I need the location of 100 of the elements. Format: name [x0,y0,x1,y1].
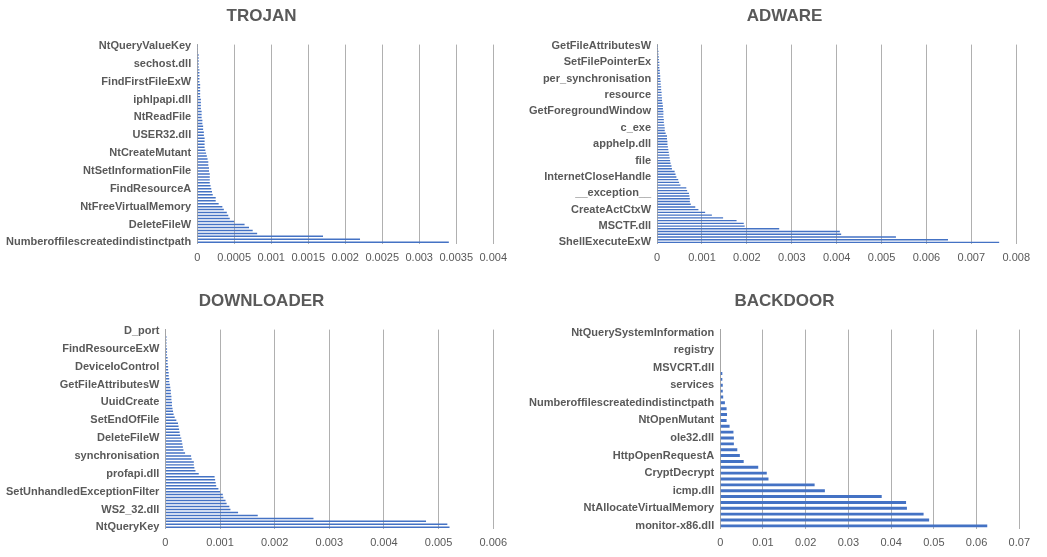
x-tick-label: 0.001 [688,251,716,264]
y-tick-label: NtCreateMutant [109,146,192,159]
x-tick-label: 0.01 [752,536,774,549]
y-tick-label: NtQueryValueKey [98,39,193,52]
x-tick-label: 0.06 [965,536,988,549]
x-tick-label: 0.07 [1008,536,1031,549]
bar [720,383,723,387]
y-tick-label: monitor-x86.dll [635,518,715,531]
y-tick-label: GetFileAttributesW [551,39,652,51]
x-tick-label: 0.001 [257,251,285,264]
y-tick-label: DeviceIoControl [75,359,160,372]
y-tick-label: NtSetInformationFile [83,163,192,176]
bar [720,465,759,469]
x-tick-label: 0.0035 [439,251,474,264]
bar [720,454,740,458]
y-tick-label: USER32.dll [132,128,192,141]
x-tick-label: 0.007 [957,251,986,264]
bar [720,413,728,417]
x-tick-label: 0.0015 [291,251,326,264]
bar [720,401,725,405]
y-tick-label: HttpOpenRequestA [612,448,715,461]
bar [720,389,723,393]
y-tick-label: __exception__ [574,186,652,199]
x-tick-label: 0 [194,251,201,264]
y-tick-label: DeleteFileW [128,217,192,230]
y-tick-label: services [670,378,715,391]
y-tick-label: SetFilePointerEx [563,55,652,68]
bar [720,418,727,422]
chart-title: TROJAN [225,6,298,26]
y-tick-label: GetForegroundWindow [529,104,652,117]
x-tick-label: 0.003 [315,536,344,549]
y-tick-label: iphlpapi.dll [133,92,192,105]
bar [720,483,815,487]
x-tick-label: 0.003 [778,251,806,264]
y-tick-label: NtAllocateVirtualMemory [583,501,716,514]
x-tick-label: 0 [717,536,724,549]
x-tick-label: 0.005 [867,251,896,264]
x-tick-label: 0.006 [479,536,507,549]
y-tick-label: apphelp.dll [593,137,652,150]
y-tick-label: NtReadFile [133,110,192,123]
bar [720,424,730,428]
x-tick-label: 0.0005 [217,251,252,264]
y-tick-label: WS2_32.dll [101,502,160,515]
y-tick-label: resource [604,88,652,101]
y-tick-label: FindFirstFileExW [101,74,192,87]
x-tick-label: 0.002 [260,536,289,549]
x-tick-label: 0.008 [1002,251,1030,264]
y-tick-label: ole32.dll [670,431,715,444]
y-tick-label: synchronisation [74,448,160,461]
bar [720,506,907,510]
chart-title: BACKDOOR [733,291,836,311]
y-tick-label: UuidCreate [100,395,160,408]
x-tick-label: 0.05 [923,536,945,549]
x-tick-label: 0.004 [370,536,398,549]
x-tick-label: 0.04 [880,536,902,549]
x-tick-label: 0 [654,251,661,264]
bar [720,442,734,446]
y-tick-label: MSVCRT.dll [653,360,715,373]
y-tick-label: Numberoffilescreatedindistinctpath [528,395,715,408]
y-tick-label: CreateActCtxW [571,202,652,215]
x-tick-label: 0.0025 [365,251,400,264]
bar [720,512,924,516]
y-tick-label: c_exe [620,120,652,133]
y-tick-label: Numberoffilescreatedindistinctpath [5,235,192,248]
y-tick-label: per_synchronisation [542,71,652,84]
y-tick-label: registry [673,343,716,356]
x-tick-label: 0.003 [405,251,433,264]
y-tick-label: ShellExecuteExW [558,235,652,248]
chart-title: ADWARE [745,6,824,26]
y-tick-label: D_port [123,324,160,337]
y-tick-label: CryptDecrypt [644,466,715,479]
bar [720,459,744,463]
bar [720,500,907,504]
y-tick-label: SetEndOfFile [90,413,160,426]
x-tick-label: 0.03 [837,536,860,549]
chart-title: DOWNLOADER [197,291,326,311]
y-tick-label: MSCTF.dll [598,219,652,232]
bar [720,524,988,528]
y-tick-label: icmp.dll [672,483,715,496]
bar [720,430,734,434]
y-tick-label: FindResourceA [109,181,192,194]
bar [720,489,825,493]
x-tick-label: 0.004 [479,251,507,264]
y-tick-label: FindResourceExW [62,341,161,354]
x-tick-label: 0.005 [424,536,453,549]
y-tick-label: NtFreeVirtualMemory [80,199,193,212]
y-tick-label: NtQueryKey [95,520,161,533]
y-tick-label: DeleteFileW [97,431,161,444]
x-tick-label: 0.004 [822,251,851,264]
x-tick-label: 0.002 [331,251,359,264]
y-tick-label: file [635,153,652,166]
bar [720,471,767,475]
x-tick-label: 0.02 [794,536,817,549]
x-tick-label: 0.001 [206,536,234,549]
bar [720,407,727,411]
y-tick-label: GetFileAttributesW [59,377,161,390]
y-tick-label: profapi.dll [106,466,160,479]
y-tick-label: NtQuerySystemInformation [571,325,715,338]
y-tick-label: SetUnhandledExceptionFilter [5,484,161,497]
x-tick-label: 0 [162,536,169,549]
